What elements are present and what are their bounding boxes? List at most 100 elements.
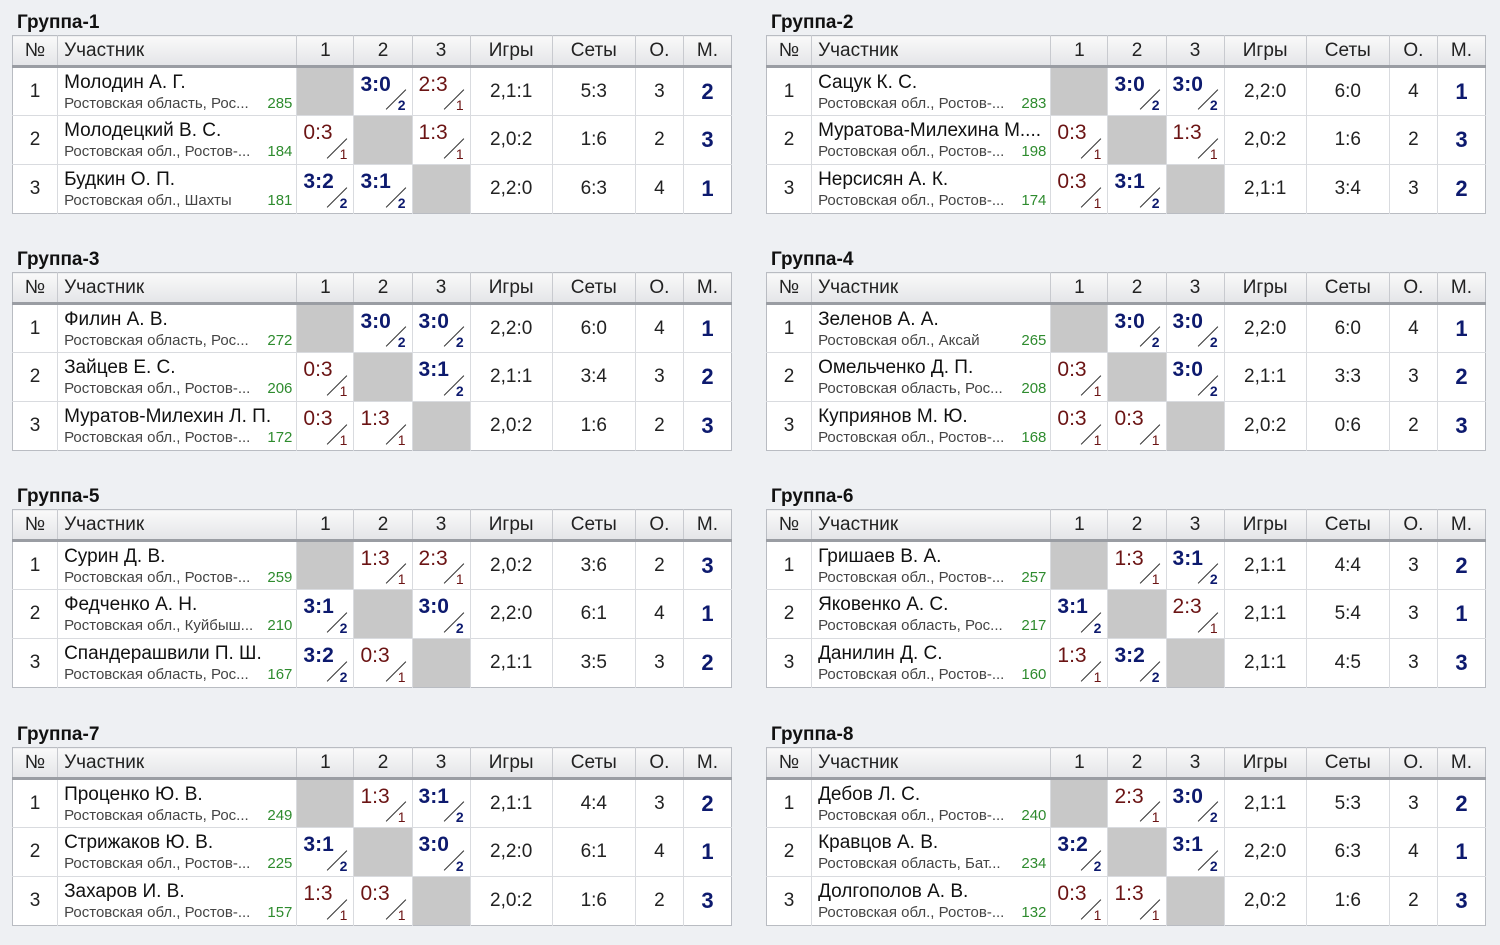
- participant-name[interactable]: Филин А. В.: [64, 308, 168, 330]
- match-score-cell[interactable]: 3:1 2: [1165, 827, 1225, 877]
- column-header-place[interactable]: М.: [1436, 272, 1486, 305]
- column-header-points[interactable]: О.: [1388, 509, 1438, 542]
- column-header-games[interactable]: Игры: [469, 35, 553, 68]
- column-header-games[interactable]: Игры: [469, 747, 553, 780]
- column-header-games[interactable]: Игры: [1223, 272, 1307, 305]
- column-header-num[interactable]: №: [766, 509, 812, 542]
- match-score-cell[interactable]: 0:3 1: [1050, 876, 1108, 926]
- column-header-place[interactable]: М.: [1436, 509, 1486, 542]
- column-header-sets[interactable]: Сеты: [1305, 509, 1390, 542]
- column-header-sets[interactable]: Сеты: [1305, 35, 1390, 68]
- column-header-games[interactable]: Игры: [1223, 747, 1307, 780]
- match-score-cell[interactable]: 3:0 2: [411, 827, 471, 877]
- column-header-c2[interactable]: 2: [353, 272, 413, 305]
- column-header-c2[interactable]: 2: [1107, 35, 1167, 68]
- match-score-cell[interactable]: 3:0 2: [411, 589, 471, 639]
- participant-name[interactable]: Молодецкий В. С.: [64, 120, 222, 141]
- participant-name[interactable]: Сурин Д. В.: [64, 545, 166, 567]
- participant-name[interactable]: Молодин А. Г.: [64, 71, 186, 93]
- column-header-games[interactable]: Игры: [1223, 35, 1307, 68]
- participant-name[interactable]: Проценко Ю. В.: [64, 783, 203, 805]
- column-header-place[interactable]: М.: [1436, 35, 1486, 68]
- column-header-c3[interactable]: 3: [1165, 509, 1225, 542]
- match-score-cell[interactable]: 3:1 2: [296, 589, 354, 639]
- match-score-cell[interactable]: 2:3 1: [1165, 589, 1225, 639]
- match-score-cell[interactable]: 0:3 1: [1050, 164, 1108, 214]
- participant-name[interactable]: Спандерашвили П. Ш.: [64, 643, 262, 664]
- column-header-c3[interactable]: 3: [411, 35, 471, 68]
- match-score-cell[interactable]: 3:2 2: [1107, 638, 1167, 688]
- column-header-c1[interactable]: 1: [1050, 272, 1108, 305]
- match-score-cell[interactable]: 3:0 2: [1165, 66, 1225, 116]
- match-score-cell[interactable]: 1:3 1: [1050, 638, 1108, 688]
- column-header-name[interactable]: Участник: [57, 509, 297, 542]
- participant-name[interactable]: Сацук К. С.: [818, 71, 918, 93]
- match-score-cell[interactable]: 3:1 2: [411, 352, 471, 402]
- column-header-name[interactable]: Участник: [57, 35, 297, 68]
- column-header-c3[interactable]: 3: [411, 509, 471, 542]
- match-score-cell[interactable]: 3:2 2: [1050, 827, 1108, 877]
- column-header-c2[interactable]: 2: [353, 747, 413, 780]
- match-score-cell[interactable]: 0:3 1: [353, 638, 413, 688]
- column-header-num[interactable]: №: [12, 35, 58, 68]
- match-score-cell[interactable]: 0:3 1: [1050, 115, 1108, 165]
- match-score-cell[interactable]: 3:0 2: [411, 303, 471, 353]
- column-header-place[interactable]: М.: [682, 747, 732, 780]
- column-header-place[interactable]: М.: [682, 509, 732, 542]
- match-score-cell[interactable]: 0:3 1: [296, 115, 354, 165]
- match-score-cell[interactable]: 0:3 1: [1050, 352, 1108, 402]
- column-header-games[interactable]: Игры: [469, 509, 553, 542]
- match-score-cell[interactable]: 3:0 2: [353, 66, 413, 116]
- column-header-c1[interactable]: 1: [296, 509, 354, 542]
- column-header-sets[interactable]: Сеты: [551, 35, 636, 68]
- match-score-cell[interactable]: 3:0 2: [1107, 303, 1167, 353]
- column-header-c3[interactable]: 3: [1165, 747, 1225, 780]
- match-score-cell[interactable]: 1:3 1: [353, 778, 413, 828]
- match-score-cell[interactable]: 3:0 2: [353, 303, 413, 353]
- column-header-c2[interactable]: 2: [1107, 509, 1167, 542]
- match-score-cell[interactable]: 3:1 2: [1107, 164, 1167, 214]
- column-header-c1[interactable]: 1: [1050, 35, 1108, 68]
- column-header-games[interactable]: Игры: [1223, 509, 1307, 542]
- match-score-cell[interactable]: 0:3 1: [296, 401, 354, 451]
- column-header-c1[interactable]: 1: [296, 35, 354, 68]
- column-header-name[interactable]: Участник: [57, 272, 297, 305]
- column-header-points[interactable]: О.: [1388, 272, 1438, 305]
- participant-name[interactable]: Федченко А. Н.: [64, 594, 198, 615]
- participant-name[interactable]: Долгополов А. В.: [818, 881, 969, 902]
- column-header-sets[interactable]: Сеты: [551, 272, 636, 305]
- column-header-c2[interactable]: 2: [353, 35, 413, 68]
- match-score-cell[interactable]: 3:1 2: [1165, 540, 1225, 590]
- match-score-cell[interactable]: 3:1 2: [296, 827, 354, 877]
- participant-name[interactable]: Зеленов А. А.: [818, 308, 939, 330]
- match-score-cell[interactable]: 1:3 1: [353, 540, 413, 590]
- column-header-c1[interactable]: 1: [1050, 747, 1108, 780]
- column-header-c2[interactable]: 2: [1107, 272, 1167, 305]
- column-header-sets[interactable]: Сеты: [551, 747, 636, 780]
- column-header-games[interactable]: Игры: [469, 272, 553, 305]
- match-score-cell[interactable]: 1:3 1: [1107, 540, 1167, 590]
- match-score-cell[interactable]: 2:3 1: [411, 66, 471, 116]
- column-header-name[interactable]: Участник: [811, 509, 1051, 542]
- participant-name[interactable]: Куприянов М. Ю.: [818, 406, 968, 427]
- column-header-c3[interactable]: 3: [411, 272, 471, 305]
- column-header-place[interactable]: М.: [682, 272, 732, 305]
- column-header-num[interactable]: №: [766, 35, 812, 68]
- participant-name[interactable]: Муратов-Милехин Л. П.: [64, 406, 272, 427]
- match-score-cell[interactable]: 1:3 1: [1165, 115, 1225, 165]
- column-header-sets[interactable]: Сеты: [1305, 747, 1390, 780]
- participant-name[interactable]: Дебов Л. С.: [818, 783, 921, 805]
- column-header-points[interactable]: О.: [634, 272, 684, 305]
- match-score-cell[interactable]: 3:0 2: [1165, 352, 1225, 402]
- participant-name[interactable]: Омельченко Д. П.: [818, 357, 974, 378]
- column-header-c2[interactable]: 2: [353, 509, 413, 542]
- match-score-cell[interactable]: 3:0 2: [1165, 303, 1225, 353]
- column-header-num[interactable]: №: [12, 272, 58, 305]
- column-header-num[interactable]: №: [766, 272, 812, 305]
- match-score-cell[interactable]: 3:1 2: [411, 778, 471, 828]
- column-header-sets[interactable]: Сеты: [1305, 272, 1390, 305]
- column-header-c3[interactable]: 3: [411, 747, 471, 780]
- participant-name[interactable]: Нерсисян А. К.: [818, 169, 949, 190]
- match-score-cell[interactable]: 3:2 2: [296, 638, 354, 688]
- match-score-cell[interactable]: 2:3 1: [1107, 778, 1167, 828]
